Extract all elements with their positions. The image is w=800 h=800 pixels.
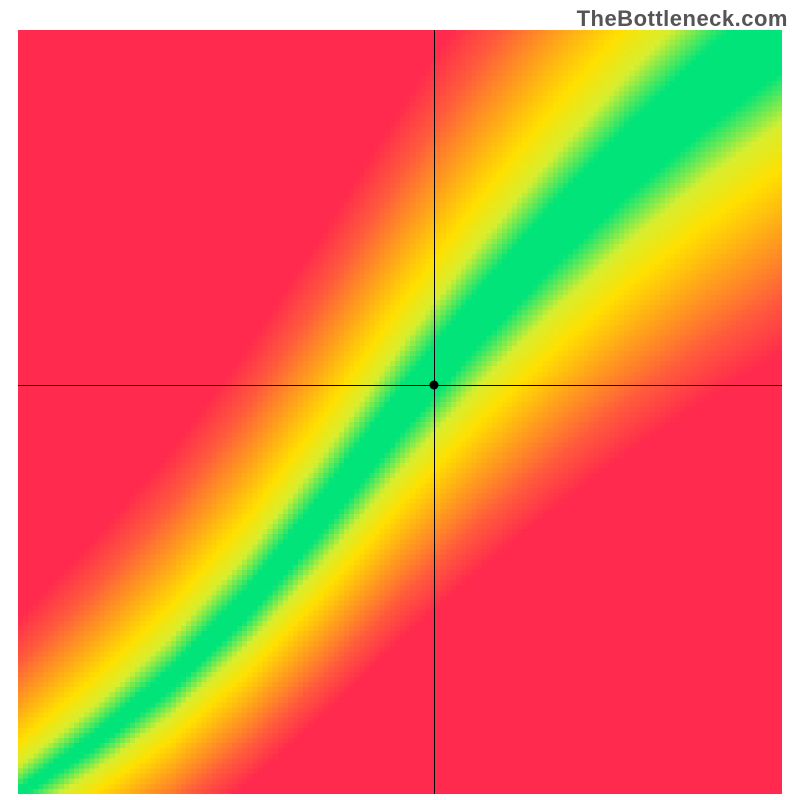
plot-area	[18, 30, 782, 794]
crosshair-horizontal	[18, 385, 782, 386]
crosshair-vertical	[434, 30, 435, 794]
heatmap-canvas	[18, 30, 782, 794]
watermark-text: TheBottleneck.com	[577, 6, 788, 32]
chart-container: TheBottleneck.com	[0, 0, 800, 800]
marker-dot	[430, 381, 439, 390]
